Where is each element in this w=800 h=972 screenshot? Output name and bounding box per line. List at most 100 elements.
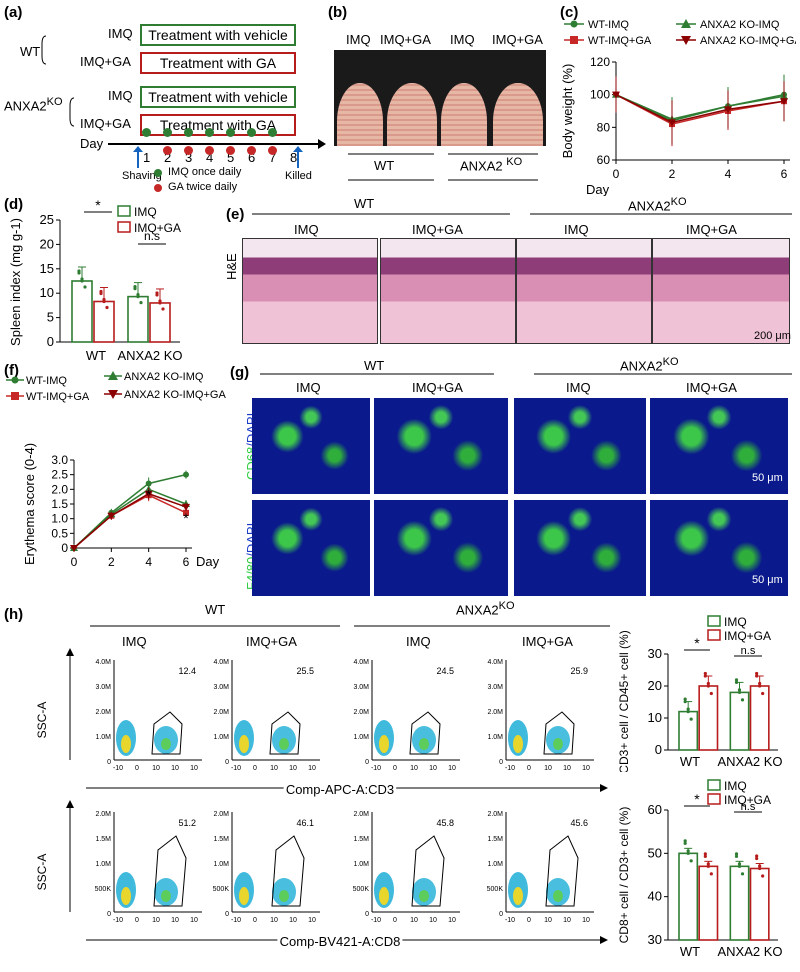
ga-dose-dot <box>205 146 214 155</box>
plot-tick: 0 <box>225 911 229 918</box>
mouse-back-photo <box>334 50 386 146</box>
e-col-3: IMQ <box>564 222 589 237</box>
data-point <box>706 681 710 686</box>
lesion-skin <box>337 82 383 146</box>
g-col-4: IMQ+GA <box>686 380 737 395</box>
series-line <box>615 93 785 120</box>
data-point <box>706 864 710 868</box>
plot-tick: 1.5M <box>95 836 111 843</box>
ga-dose-dot <box>226 146 235 155</box>
plot-tick: 2.0M <box>213 709 229 716</box>
panel-label-d: (d) <box>4 196 24 213</box>
bar <box>698 685 719 751</box>
x-arrowhead <box>600 936 608 944</box>
sig-star: * <box>694 635 700 651</box>
density-core <box>553 738 563 750</box>
b-ko: ANXA2 KO <box>460 156 523 174</box>
legend-label: WT-IMQ <box>588 19 629 31</box>
killed-label: Killed <box>285 170 312 182</box>
plot-tick: 10 <box>582 765 590 772</box>
row1-group: IMQ <box>108 26 133 41</box>
category-label: WT <box>680 944 700 959</box>
e-row-label: H&E <box>224 253 239 280</box>
plot-tick: 1.0M <box>95 861 111 868</box>
density-core <box>239 735 249 753</box>
e-col-1: IMQ <box>294 222 319 237</box>
plot-tick: 3.0M <box>353 684 369 691</box>
plot-tick: 10 <box>152 917 160 924</box>
gate-percent: 12.4 <box>178 666 196 676</box>
photo-label-3: IMQ <box>450 32 475 47</box>
b-group-lines <box>348 153 538 181</box>
g-scale-1: 50 μm <box>752 472 783 484</box>
legend-box <box>707 779 721 791</box>
density-core <box>379 735 389 753</box>
he-section-image <box>652 238 790 344</box>
x-axis-label: Comp-BV421-A:CD8 <box>280 934 401 949</box>
day-number: 5 <box>227 150 235 165</box>
plot-tick: 0 <box>527 765 531 772</box>
panel-label-c: (c) <box>560 4 579 21</box>
sig-ns: n.s <box>144 229 160 243</box>
y-tick-label: 0.5 <box>51 526 68 540</box>
erythema-chart: WT-IMQ WT-IMQ+GA ANXA2 KO-IMQ ANXA2 KO-IMQ+… <box>6 371 226 569</box>
legend-label: ANXA2 KO-IMQ <box>700 19 780 31</box>
density-core <box>419 738 429 750</box>
series-line <box>615 93 785 124</box>
legend-marker <box>681 19 691 28</box>
plot-tick: 0 <box>107 759 111 766</box>
sig-star: * <box>95 200 101 213</box>
data-point <box>761 691 765 696</box>
plot-tick: 10 <box>582 917 590 924</box>
imq-legend-dot <box>154 169 162 177</box>
panel-label-b: (b) <box>328 4 348 21</box>
if-image <box>252 398 370 494</box>
plot-tick: -10 <box>113 765 123 772</box>
plot-tick: 10 <box>448 765 456 772</box>
photo-label-2: IMQ+GA <box>380 32 431 47</box>
photo-label-1: IMQ <box>346 32 371 47</box>
data-point <box>758 681 762 686</box>
plot-tick: -10 <box>505 765 515 772</box>
y-tick-label: 5 <box>47 310 54 325</box>
h-group-lines <box>90 625 610 627</box>
data-point <box>780 98 788 106</box>
data-point <box>183 471 189 478</box>
plot-tick: 0 <box>253 765 257 772</box>
if-image <box>514 398 646 494</box>
plot-tick: 1.0M <box>353 861 369 868</box>
data-point <box>734 854 739 858</box>
plot-tick: 4.0M <box>213 659 229 666</box>
y-axis-label: SSC-A <box>35 702 49 739</box>
plot-tick: 1.5M <box>213 836 229 843</box>
he-section-image <box>516 238 652 344</box>
ga-dose-dot <box>184 146 193 155</box>
gate-percent: 45.8 <box>436 818 454 828</box>
data-point <box>80 279 84 283</box>
data-point <box>755 671 759 676</box>
y-tick-label: 60 <box>597 153 611 167</box>
series-line <box>73 494 187 549</box>
y-tick-label: 1.5 <box>51 497 68 511</box>
gate <box>409 711 441 755</box>
y-tick-label: 20 <box>648 678 662 693</box>
plot-tick: 10 <box>190 765 198 772</box>
plot-tick: 10 <box>563 917 571 924</box>
y-axis-label: Spleen index (mg g-1) <box>8 218 23 346</box>
plot-tick: -10 <box>505 917 515 924</box>
ga-dose-dot <box>163 146 172 155</box>
y-axis-label: SSC-A <box>35 854 49 891</box>
e-ko: ANXA2KO <box>628 196 687 214</box>
plot-tick: 0 <box>393 917 397 924</box>
sig-star: * <box>146 487 152 503</box>
x-tick-label: 6 <box>183 555 190 569</box>
series-line <box>73 473 187 549</box>
data-point <box>703 852 707 856</box>
imq-dose-dot <box>247 128 256 137</box>
y-tick-label: 3.0 <box>51 453 68 467</box>
plot-tick: 0 <box>135 765 139 772</box>
data-point <box>155 293 159 297</box>
plot-tick: 10 <box>171 917 179 924</box>
y-axis-label: CD3+ cell / CD45+ cell (%) <box>617 630 631 772</box>
y-axis-label: Erythema score (0-4) <box>22 443 37 565</box>
